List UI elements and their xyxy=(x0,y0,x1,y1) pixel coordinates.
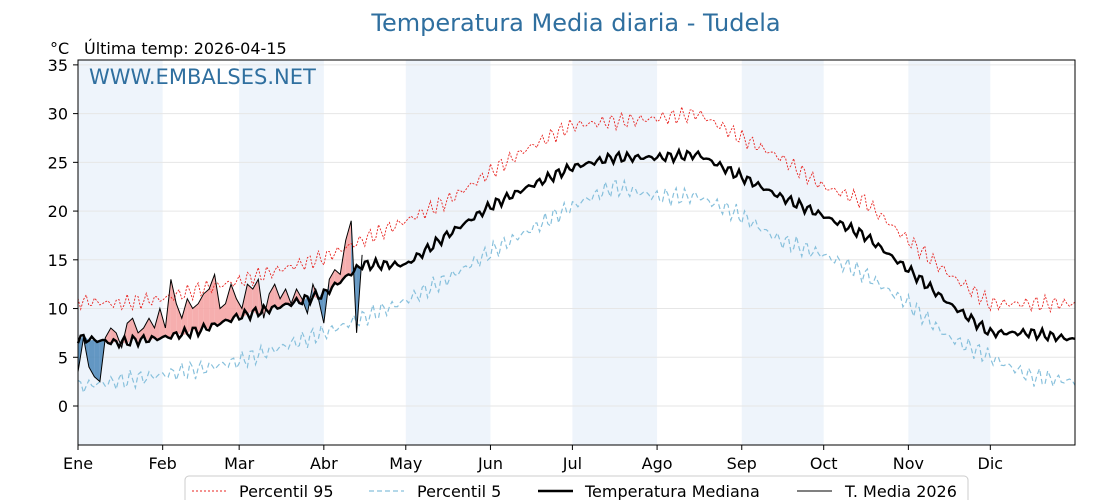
fill-above-median xyxy=(280,289,286,308)
line-percentil-5 xyxy=(77,178,1076,395)
x-tick-label: May xyxy=(389,454,422,473)
y-axis: 0 5 10 15 20 25 30 35 xyxy=(48,56,78,416)
fill-above-median xyxy=(334,269,341,283)
line-temperatura-mediana xyxy=(76,146,1076,350)
month-band xyxy=(239,60,324,445)
x-tick-label: Sep xyxy=(727,454,757,473)
unit-label: °C xyxy=(50,39,69,58)
fill-above-median xyxy=(231,284,237,322)
x-tick-label: Oct xyxy=(810,454,838,473)
month-band xyxy=(78,60,163,445)
fill-above-median xyxy=(181,298,188,336)
x-tick-label: Jul xyxy=(562,454,582,473)
x-tick-label: Ene xyxy=(63,454,93,473)
fill-above-median xyxy=(241,284,248,319)
legend-label-current: T. Media 2026 xyxy=(844,482,957,500)
fill-below-median xyxy=(88,339,95,377)
chart-title: Temperatura Media diaria - Tudela xyxy=(370,9,780,37)
fill-above-median xyxy=(209,274,215,331)
x-tick-label: Mar xyxy=(224,454,255,473)
line-t-media-2026 xyxy=(77,220,363,383)
fill-above-median xyxy=(176,303,182,336)
y-tick-label: 5 xyxy=(58,348,68,367)
fill-above-median xyxy=(220,303,226,325)
legend: Percentil 95 Percentil 5 Temperatura Med… xyxy=(184,475,969,500)
fill-above-median xyxy=(345,220,352,276)
plot-frame xyxy=(77,59,1076,446)
y-tick-label: 35 xyxy=(48,56,68,75)
x-tick-label: Jun xyxy=(477,454,503,473)
y-tick-label: 15 xyxy=(48,251,68,270)
legend-label-median: Temperatura Mediana xyxy=(584,482,760,500)
fill-above-median xyxy=(154,308,160,339)
month-band xyxy=(908,60,991,445)
fill-above-median xyxy=(203,289,210,331)
legend-label-p5: Percentil 5 xyxy=(417,482,501,500)
fill-above-median xyxy=(132,318,139,346)
last-temp-label: Última temp: 2026-04-15 xyxy=(84,39,287,58)
x-tick-label: Abr xyxy=(310,454,338,473)
month-band xyxy=(405,60,491,445)
x-tick-label: Dic xyxy=(978,454,1004,473)
fill-above-median xyxy=(214,274,220,325)
legend-box xyxy=(184,475,969,500)
month-band xyxy=(741,60,824,445)
legend-label-p95: Percentil 95 xyxy=(239,482,334,500)
x-axis: Ene Feb Mar Abr May Jun Jul Ago Sep Oct Nov Dic xyxy=(63,445,1003,473)
fill-above-median xyxy=(252,279,259,317)
fill-above-median xyxy=(159,308,166,339)
y-tick-label: 10 xyxy=(48,300,68,319)
line-percentil-95 xyxy=(77,106,1076,314)
fill-above-median xyxy=(187,298,193,335)
fill-above-median xyxy=(225,284,231,322)
series-lines xyxy=(76,106,1076,395)
x-tick-label: Feb xyxy=(149,454,177,473)
fill-above-median xyxy=(274,284,281,308)
month-bands xyxy=(78,60,991,445)
x-tick-label: Nov xyxy=(893,454,924,473)
fill-above-median xyxy=(247,284,253,314)
y-tick-label: 25 xyxy=(48,153,68,172)
y-tick-label: 0 xyxy=(58,397,68,416)
fill-below-median xyxy=(94,339,100,382)
fill-above-median xyxy=(296,289,302,304)
month-band xyxy=(572,60,658,445)
y-tick-label: 30 xyxy=(48,105,68,124)
y-tick-label: 20 xyxy=(48,202,68,221)
x-tick-label: Ago xyxy=(642,454,673,473)
fill-above-median xyxy=(236,298,242,319)
watermark: WWW.EMBALSES.NET xyxy=(89,65,316,89)
fill-above-median xyxy=(170,279,177,339)
